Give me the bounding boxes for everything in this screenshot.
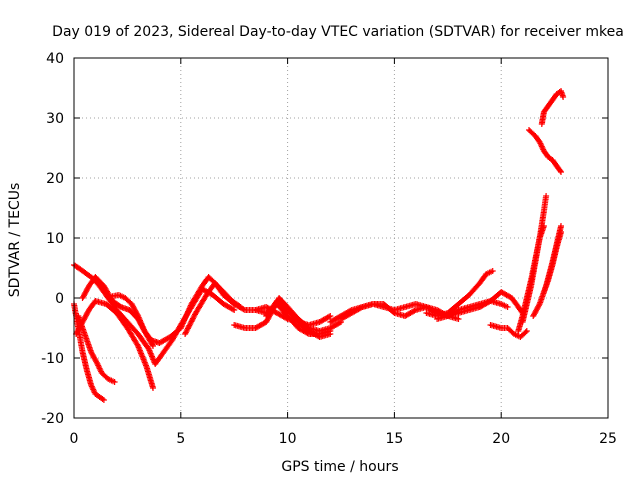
data-point-markers	[109, 292, 156, 349]
series-track-3	[73, 298, 156, 391]
series-track-21	[538, 88, 567, 127]
series-track-8	[182, 280, 244, 337]
y-tick-label: 20	[46, 171, 64, 187]
series-track-4	[75, 313, 118, 385]
chart-title: Day 019 of 2023, Sidereal Day-to-day VTE…	[52, 24, 624, 40]
data-point-markers	[182, 280, 244, 337]
series-track-11	[263, 298, 334, 340]
y-tick-label: 10	[46, 231, 64, 247]
series-track-17	[487, 322, 530, 340]
x-tick-label: 5	[176, 431, 185, 447]
x-axis-label: GPS time / hours	[281, 459, 398, 475]
y-tick-label: -20	[41, 411, 64, 427]
x-tick-label: 25	[599, 431, 617, 447]
data-point-markers	[476, 289, 526, 316]
y-tick-label: 30	[46, 111, 64, 127]
data-point-markers	[263, 298, 334, 340]
series-track-20	[526, 127, 564, 175]
data-point-markers	[75, 313, 118, 385]
y-tick-label: 0	[55, 291, 64, 307]
data-point-markers	[540, 229, 564, 295]
y-tick-label: -10	[41, 351, 64, 367]
x-tick-label: 15	[385, 431, 403, 447]
y-axis-label: SDTVAR / TECUs	[7, 183, 23, 298]
series-track-23	[540, 229, 564, 295]
x-tick-label: 10	[279, 431, 297, 447]
data-point-markers	[526, 127, 564, 175]
y-tick-label: 40	[46, 51, 64, 67]
series-track-19	[519, 193, 550, 325]
data-point-markers	[538, 88, 567, 127]
data-point-markers	[519, 193, 550, 325]
series-track-6	[109, 292, 156, 349]
data-point-markers	[487, 322, 530, 340]
data-layer	[71, 88, 567, 403]
grid	[74, 58, 608, 418]
x-tick-label: 0	[70, 431, 79, 447]
series-track-16	[476, 289, 526, 316]
data-point-markers	[73, 298, 156, 391]
tick-layer: 0 5 10 15 20 25 -20 -10 0 10 20 30 40	[41, 51, 617, 447]
x-tick-label: 20	[492, 431, 510, 447]
